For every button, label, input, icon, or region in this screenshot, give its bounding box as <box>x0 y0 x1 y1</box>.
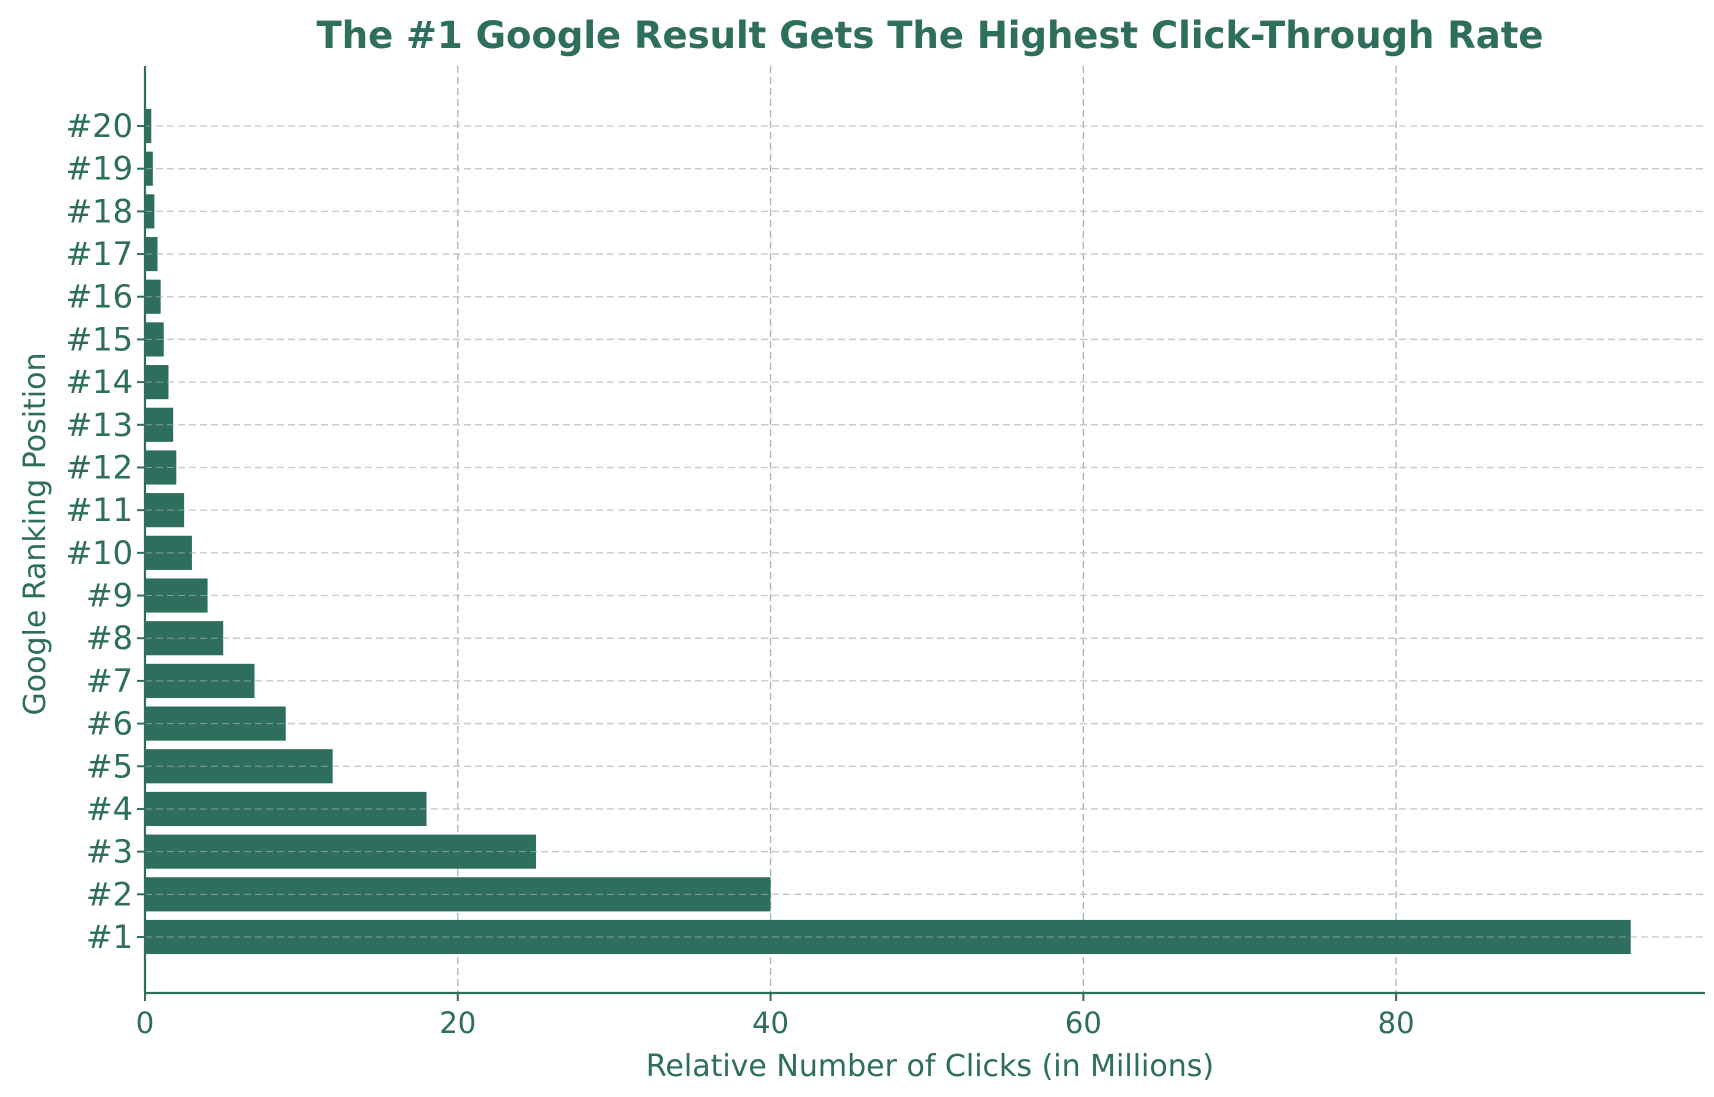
y-tick-label: #10 <box>65 534 133 572</box>
x-tick-label: 60 <box>1065 1006 1102 1040</box>
y-ticks: #1 #2 #3 #4 #5 #6 #7 #8 #9 #10 #11 #12 #13 #14 #15 #16 #… <box>65 107 145 956</box>
y-tick-label: #20 <box>65 107 133 145</box>
y-tick-label: #6 <box>86 705 133 743</box>
y-tick-label: #17 <box>65 235 133 273</box>
x-tick-label: 40 <box>752 1006 789 1040</box>
y-tick-label: #1 <box>86 918 133 956</box>
axes <box>143 66 1705 995</box>
y-tick-label: #15 <box>65 320 133 358</box>
y-tick-label: #12 <box>65 448 133 486</box>
bar-rank-15 <box>145 322 164 357</box>
y-tick-label: #19 <box>65 150 133 188</box>
x-axis-label: Relative Number of Clicks (in Millions) <box>646 1049 1214 1084</box>
y-tick-label: #9 <box>86 577 133 615</box>
y-tick-label: #18 <box>65 192 133 230</box>
chart-title: The #1 Google Result Gets The Highest Cl… <box>316 14 1543 57</box>
bars <box>145 108 1631 955</box>
y-tick-label: #7 <box>86 662 133 700</box>
y-tick-label: #2 <box>86 875 133 913</box>
y-tick-label: #11 <box>65 491 133 529</box>
y-tick-label: #5 <box>86 747 133 785</box>
x-tick-label: 20 <box>439 1006 476 1040</box>
x-tick-label: 0 <box>136 1006 154 1040</box>
y-tick-label: #13 <box>65 406 133 444</box>
grid-overlay <box>145 125 1705 938</box>
y-tick-label: #4 <box>86 790 133 828</box>
y-axis-label: Google Ranking Position <box>18 352 53 715</box>
bar-rank-16 <box>145 279 161 314</box>
y-tick-label: #14 <box>65 363 133 401</box>
x-ticks: 0 20 40 60 80 <box>136 993 1415 1040</box>
y-tick-label: #16 <box>65 278 133 316</box>
x-tick-label: 80 <box>1378 1006 1415 1040</box>
bar-rank-9 <box>145 578 208 613</box>
y-tick-label: #8 <box>86 619 133 657</box>
bar-rank-4 <box>145 791 427 827</box>
y-tick-label: #3 <box>86 833 133 871</box>
